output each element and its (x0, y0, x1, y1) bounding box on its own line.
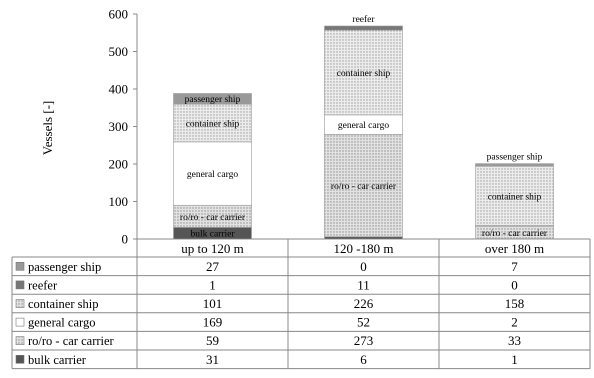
legend-entry: passenger ship (28, 260, 101, 274)
table-cell-value: 7 (511, 259, 518, 274)
table-cell-value: 158 (505, 296, 525, 311)
y-tick-label: 200 (109, 157, 129, 172)
bar-segment-label: container ship (488, 192, 542, 202)
legend-swatch (15, 261, 25, 271)
bar-segment-container-ship (324, 29, 403, 116)
table-cell-value: 169 (203, 315, 223, 330)
table-cell-value: 1 (209, 277, 216, 292)
bar-segment-reefer (324, 25, 403, 31)
y-tick-label: 300 (109, 119, 129, 134)
table-cell-value: 0 (511, 277, 518, 292)
legend-swatch (15, 336, 25, 346)
bar-segment-label: container ship (186, 119, 240, 129)
table-cell-value: 226 (354, 296, 374, 311)
legend-entry: bulk carrier (28, 353, 87, 367)
legend-entry: ro/ro - car carrier (28, 334, 115, 348)
table-cell-value: 59 (206, 333, 219, 348)
legend-swatch (15, 317, 25, 327)
bar-segment-label: passenger ship (487, 153, 543, 163)
bar-segment-bulk-carrier (324, 236, 403, 240)
table-cell-value: 1 (511, 352, 518, 367)
y-tick-label: 100 (109, 194, 129, 209)
x-tick-label: up to 120 m (181, 241, 243, 256)
table-cell-value: 2 (511, 315, 518, 330)
y-tick-label: 500 (109, 44, 129, 59)
bar-segment-passenger-ship (173, 93, 252, 104)
legend-swatch (15, 280, 25, 290)
bar-segment-label: ro/ro - car carrier (482, 229, 548, 239)
table-cell-value: 33 (508, 333, 521, 348)
bar-segment-label: container ship (337, 69, 391, 79)
legend-entry: reefer (28, 278, 58, 292)
x-tick-label: 120 -180 m (334, 241, 394, 256)
y-axis-title: Vessels [-] (40, 101, 55, 156)
table-cell-value: 27 (206, 259, 220, 274)
y-tick-label: 0 (122, 232, 129, 247)
legend-entry: general cargo (28, 316, 95, 330)
bar-segment-label: general cargo (338, 121, 390, 131)
bar-segment-label: ro/ro - car carrier (180, 213, 246, 223)
legend-swatch (15, 354, 25, 364)
table-cell-value: 0 (360, 259, 367, 274)
table-cell-value: 52 (357, 315, 370, 330)
y-tick-label: 600 (109, 7, 129, 22)
bar-segment-ro-ro-car-carrier (324, 134, 403, 238)
bar-segment-container-ship (475, 165, 554, 226)
table-cell-value: 273 (354, 333, 374, 348)
legend-swatch (15, 299, 25, 308)
y-tick-label: 400 (109, 82, 129, 97)
table-cell-value: 31 (206, 352, 219, 367)
bar-segment-label: ro/ro - car carrier (331, 182, 397, 192)
bar-segment-passenger-ship (475, 163, 554, 167)
x-tick-label: over 180 m (485, 241, 544, 256)
bar-segment-label: bulk carrier (190, 230, 235, 240)
legend-entry: container ship (28, 297, 98, 311)
bar-segment-label: passenger ship (185, 95, 241, 105)
table-cell-value: 101 (203, 296, 223, 311)
bar-segment-label: general cargo (187, 170, 239, 180)
bar-segment-label: reefer (352, 14, 375, 25)
table-cell-value: 11 (357, 277, 370, 292)
table-cell-value: 6 (360, 352, 367, 367)
